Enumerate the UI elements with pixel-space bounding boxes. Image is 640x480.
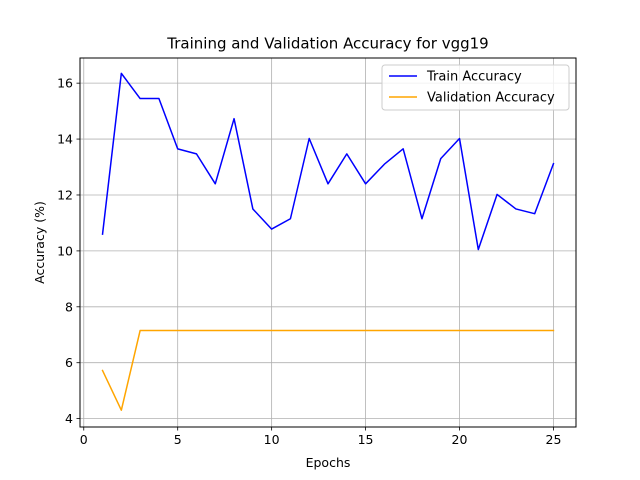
axis-ticks: 0 5 10 15 20 25 4 6 8 10 12 14 16 xyxy=(57,76,561,447)
plot-frame xyxy=(79,57,577,428)
legend: Train Accuracy Validation Accuracy xyxy=(381,64,570,111)
chart-title: Training and Validation Accuracy for vgg… xyxy=(166,35,488,53)
y-tick-label: 14 xyxy=(57,132,73,147)
train-accuracy-line xyxy=(101,72,555,251)
x-tick-label: 20 xyxy=(452,432,468,447)
validation-accuracy-line xyxy=(101,329,555,411)
x-tick-label: 5 xyxy=(174,432,182,447)
x-tick-label: 25 xyxy=(546,432,562,447)
series-lines xyxy=(101,72,555,411)
y-tick-label: 16 xyxy=(57,76,73,91)
y-tick-label: 10 xyxy=(57,243,73,258)
grid-lines xyxy=(80,58,576,427)
y-tick-label: 4 xyxy=(65,411,73,426)
x-tick-label: 0 xyxy=(80,432,88,447)
legend-label-validation: Validation Accuracy xyxy=(427,91,555,106)
y-axis-label: Accuracy (%) xyxy=(32,201,47,284)
y-tick-label: 8 xyxy=(65,299,73,314)
legend-label-train: Train Accuracy xyxy=(426,70,522,85)
y-tick-label: 6 xyxy=(65,355,73,370)
y-tick-label: 12 xyxy=(57,187,73,202)
x-tick-label: 10 xyxy=(264,432,280,447)
x-tick-label: 15 xyxy=(358,432,374,447)
legend-box xyxy=(381,64,570,111)
x-axis-label: Epochs xyxy=(306,455,351,470)
